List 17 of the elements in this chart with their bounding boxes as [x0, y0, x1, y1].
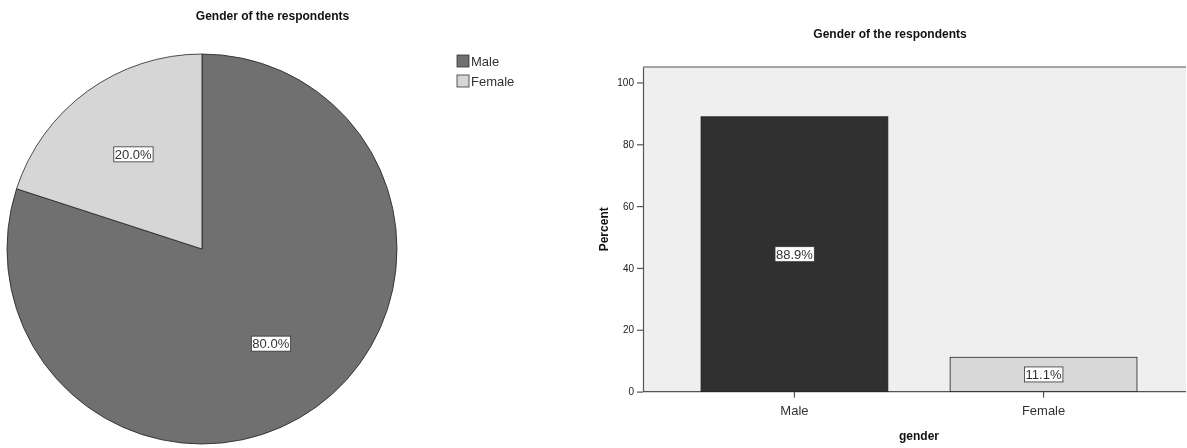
y-tick-label: 80 — [622, 138, 635, 150]
data-label: 80.0% — [252, 336, 290, 352]
y-tick-label: 40 — [622, 262, 635, 274]
y-tick-label: 20 — [622, 324, 635, 336]
data-label: 20.0% — [114, 146, 153, 162]
y-axis-title: Percent — [597, 207, 611, 252]
x-axis-title: gender — [898, 429, 940, 443]
chart-title: Gender of the respondents — [195, 9, 350, 23]
legend-label: Female — [471, 73, 515, 89]
chart-title: Gender of the respondents — [813, 27, 967, 41]
y-tick-label: 60 — [622, 200, 635, 212]
data-label: 88.9% — [776, 246, 814, 262]
y-tick-label: 0 — [628, 386, 635, 398]
y-tick-label: 100 — [617, 77, 635, 89]
data-label: 11.1% — [1025, 366, 1062, 382]
pie-slice — [6, 53, 398, 445]
legend-label: Male — [471, 53, 500, 69]
